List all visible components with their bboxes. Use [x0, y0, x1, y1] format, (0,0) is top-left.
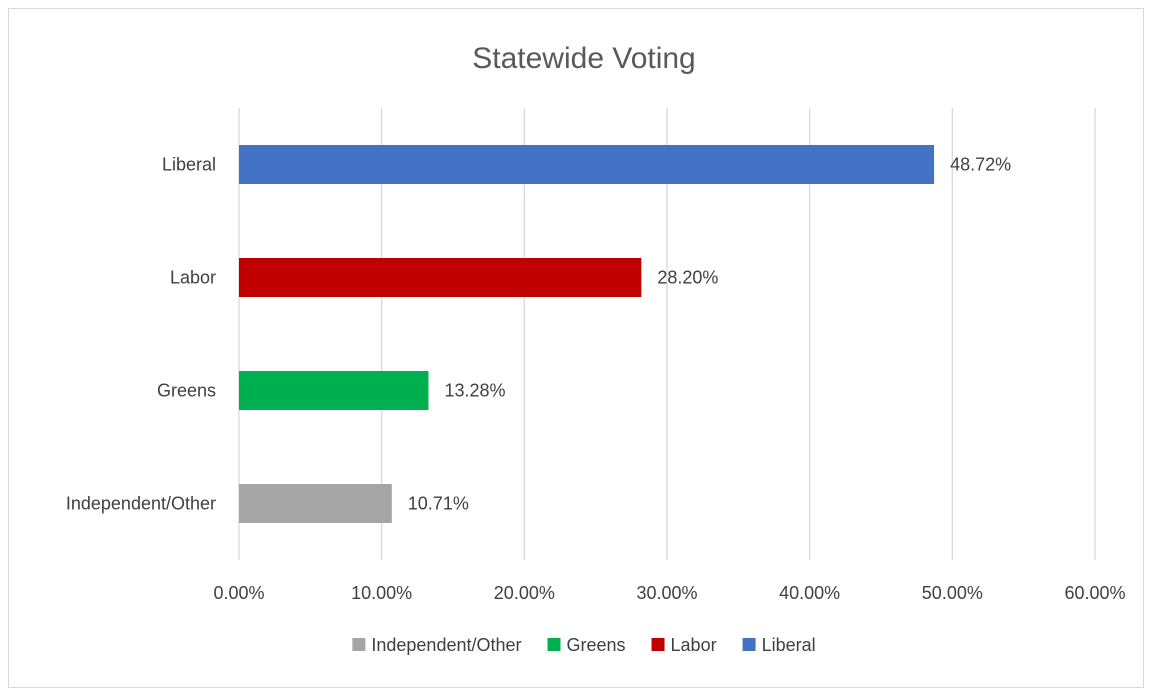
x-tick-label: 20.00% — [494, 583, 555, 603]
category-labels: Liberal Labor Greens Independent/Other — [66, 155, 216, 514]
legend-label: Greens — [567, 635, 626, 655]
x-axis-ticks: 0.00% 10.00% 20.00% 30.00% 40.00% 50.00% 60.00… — [213, 583, 1125, 603]
data-label: 28.20% — [657, 268, 718, 288]
legend: Independent/Other Greens Labor Liberal — [352, 635, 816, 655]
category-label: Liberal — [162, 155, 216, 175]
data-label: 48.72% — [950, 155, 1011, 175]
data-label: 13.28% — [444, 381, 505, 401]
legend-swatch — [547, 638, 561, 651]
x-tick-label: 10.00% — [351, 583, 412, 603]
x-tick-label: 0.00% — [213, 583, 264, 603]
x-tick-label: 40.00% — [779, 583, 840, 603]
category-label: Independent/Other — [66, 494, 216, 514]
legend-label: Independent/Other — [371, 635, 521, 655]
legend-label: Labor — [671, 635, 717, 655]
bar-labor — [239, 258, 642, 297]
data-labels: 48.72% 28.20% 13.28% 10.71% — [408, 155, 1011, 514]
bar-independent-other — [239, 484, 392, 523]
data-label: 10.71% — [408, 494, 469, 514]
x-tick-label: 30.00% — [636, 583, 697, 603]
bar-liberal — [239, 145, 935, 184]
legend-swatch — [651, 638, 665, 651]
chart-title: Statewide Voting — [472, 42, 696, 75]
legend-swatch — [742, 638, 756, 651]
x-tick-label: 60.00% — [1064, 583, 1125, 603]
legend-swatch — [352, 638, 366, 651]
legend-label: Liberal — [762, 635, 816, 655]
category-label: Labor — [170, 268, 216, 288]
bar-greens — [239, 371, 429, 410]
x-tick-label: 50.00% — [922, 583, 983, 603]
category-label: Greens — [157, 381, 216, 401]
bars — [239, 145, 935, 523]
chart-frame — [8, 8, 1144, 688]
